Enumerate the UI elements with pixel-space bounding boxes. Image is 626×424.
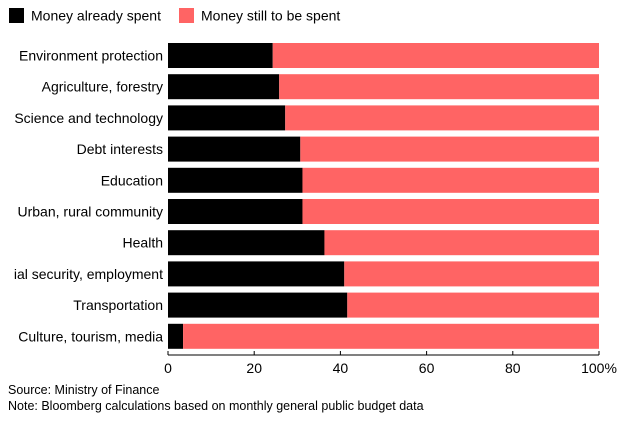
category-label-1: Environment protection xyxy=(19,48,163,64)
bar-2-spent xyxy=(168,74,280,100)
legend-swatch-2 xyxy=(179,8,194,23)
bar-7-remaining xyxy=(324,230,599,256)
category-label-3: Science and technology xyxy=(14,110,163,126)
methodology-note: Note: Bloomberg calculations based on mo… xyxy=(8,399,424,413)
category-label-9: Transportation xyxy=(73,297,163,313)
legend-label-2: Money still to be spent xyxy=(201,8,340,24)
category-label-8: ial security, employment xyxy=(14,266,163,282)
x-tick-label-4: 60 xyxy=(419,360,435,376)
category-label-5: Education xyxy=(101,172,163,188)
category-label-4: Debt interests xyxy=(77,141,163,157)
bar-10-remaining xyxy=(183,323,599,349)
bar-1-remaining xyxy=(272,43,599,68)
source-note: Source: Ministry of Finance xyxy=(8,383,160,397)
bar-8-remaining xyxy=(344,261,599,287)
bar-4-remaining xyxy=(300,136,599,162)
bar-5-spent xyxy=(168,167,303,193)
x-tick-label-1: 0 xyxy=(164,360,172,376)
x-tick-label-2: 20 xyxy=(246,360,262,376)
category-label-10: Culture, tourism, media xyxy=(18,328,163,344)
bar-3-remaining xyxy=(285,105,599,131)
x-tick-label-3: 40 xyxy=(333,360,349,376)
bar-1-spent xyxy=(168,43,273,68)
bar-10-spent xyxy=(168,323,184,349)
x-tick-label-5: 80 xyxy=(505,360,521,376)
legend-label-1: Money already spent xyxy=(31,8,161,24)
bar-9-spent xyxy=(168,292,348,318)
x-tick-label-6: 100% xyxy=(581,360,617,376)
bar-9-remaining xyxy=(347,292,599,318)
bar-3-spent xyxy=(168,105,286,131)
bar-8-spent xyxy=(168,261,345,287)
bar-6-remaining xyxy=(302,199,599,224)
bar-5-remaining xyxy=(302,167,599,193)
bar-7-spent xyxy=(168,230,325,256)
bar-2-remaining xyxy=(279,74,599,100)
category-label-7: Health xyxy=(123,235,163,251)
legend-swatch-1 xyxy=(9,8,24,23)
stacked-bar-chart: Money already spent Money still to be spe… xyxy=(9,8,617,376)
category-label-6: Urban, rural community xyxy=(18,204,164,220)
bar-4-spent xyxy=(168,136,301,162)
category-label-2: Agriculture, forestry xyxy=(42,79,163,95)
bar-6-spent xyxy=(168,199,303,224)
